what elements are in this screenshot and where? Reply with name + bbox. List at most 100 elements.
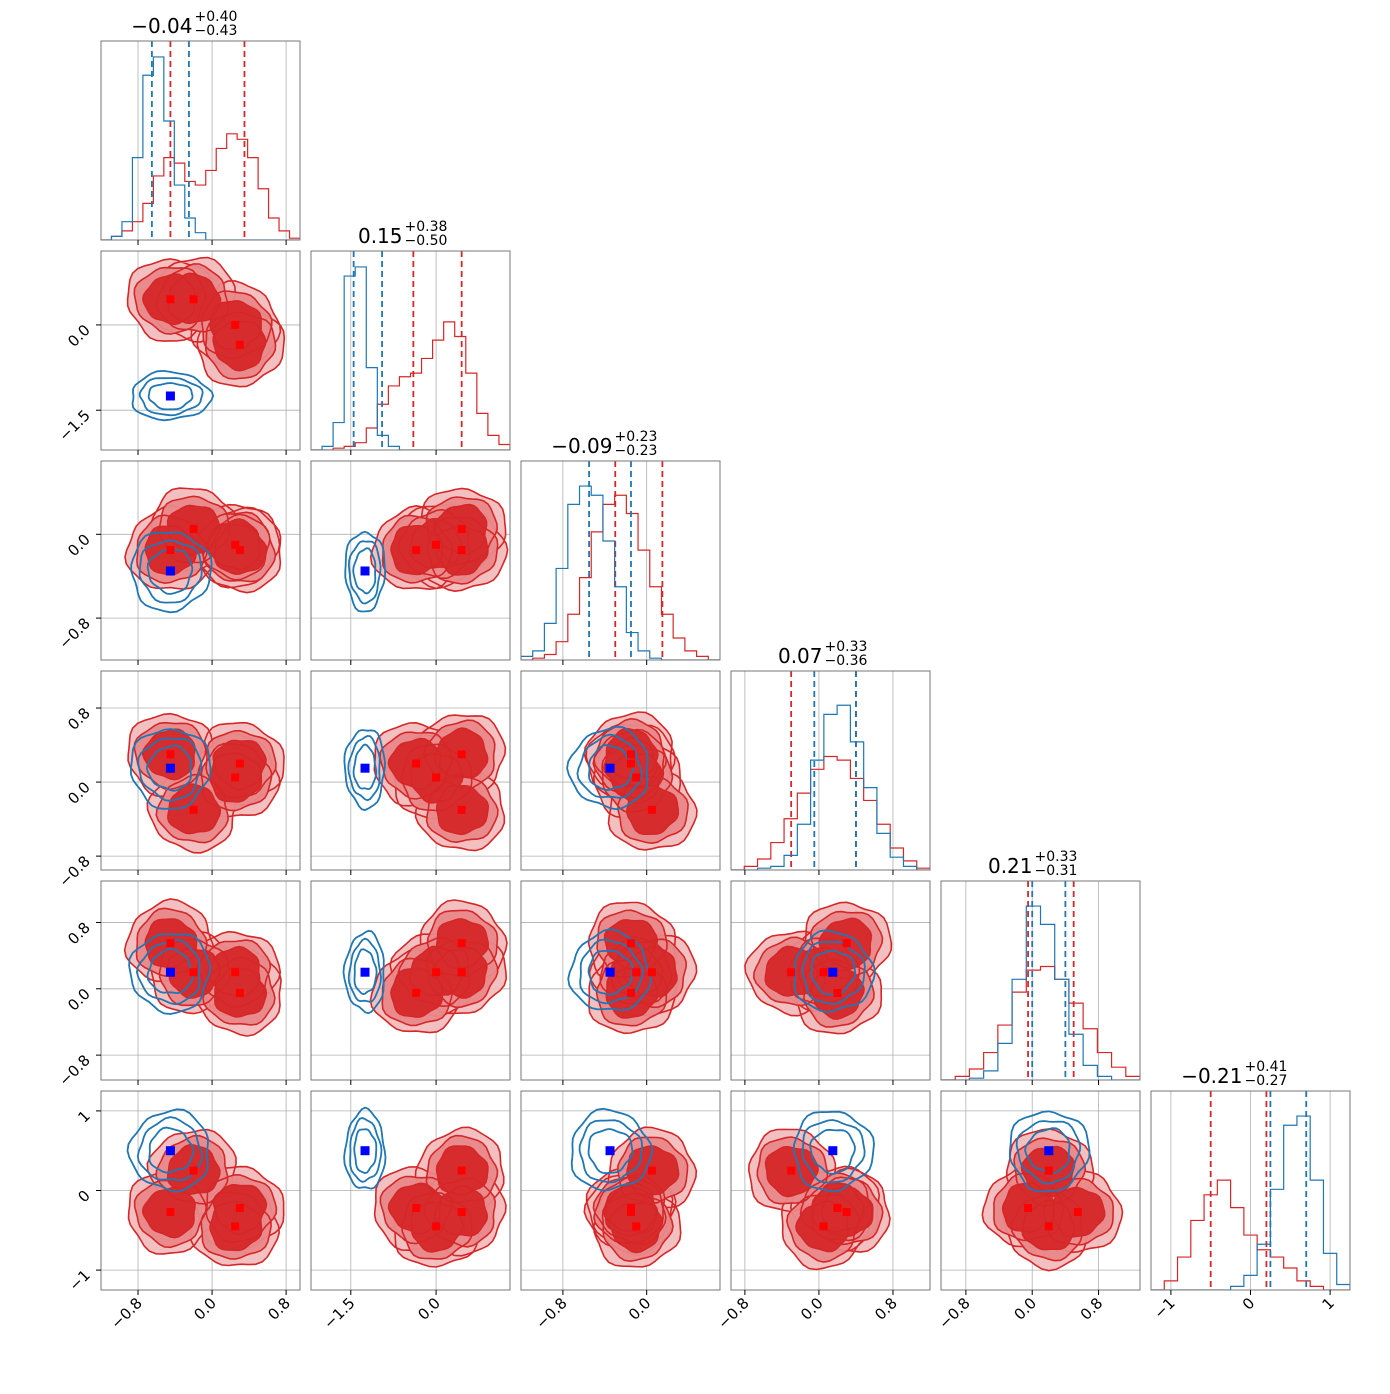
- x-tick-label: 0.8: [1077, 1294, 1107, 1324]
- red-density-level-2: [602, 1144, 680, 1254]
- blue-contour-2: [353, 1128, 378, 1175]
- blue-contour-2: [146, 947, 194, 995]
- red-mode-marker: [457, 525, 466, 534]
- panel-frame: [310, 880, 511, 1081]
- red-mode-marker: [457, 1166, 466, 1175]
- panel-content: [731, 671, 930, 870]
- title-plus: +0.41: [1245, 1059, 1288, 1075]
- red-mode-marker: [457, 939, 466, 948]
- panel-4-4: [940, 880, 1141, 1085]
- red-mode-marker: [647, 1166, 656, 1175]
- red-mode-marker: [1024, 1204, 1033, 1213]
- panel-frame: [520, 880, 721, 1081]
- red-mode-marker: [166, 546, 175, 555]
- panel-content: [101, 881, 300, 1080]
- title-plus: +0.40: [195, 9, 238, 25]
- panel-content: [941, 1091, 1140, 1290]
- blue-truth-marker: [360, 967, 370, 977]
- blue-truth-marker: [605, 967, 615, 977]
- panel-4-2: [520, 880, 721, 1085]
- y-tick-label: −0.8: [55, 614, 93, 652]
- red-mode-marker: [457, 968, 466, 977]
- red-mode-marker: [819, 1222, 828, 1231]
- x-tick-label: 1: [1318, 1294, 1337, 1313]
- y-tick-label: −0.8: [55, 852, 93, 890]
- panel-frame: [310, 460, 511, 661]
- panel-frame: [940, 880, 1141, 1081]
- red-mode-marker: [189, 968, 198, 977]
- title-median: −0.21: [1181, 1064, 1242, 1088]
- blue-contour-1: [136, 1116, 204, 1182]
- red-mode-marker: [231, 773, 240, 782]
- panel-content: [941, 881, 1140, 1080]
- histogram-red: [311, 321, 510, 450]
- panel-content: [521, 461, 720, 660]
- blue-contour-0: [793, 929, 877, 1014]
- red-mode-marker: [787, 968, 796, 977]
- title-median: 0.21: [988, 854, 1033, 878]
- panel-4-0: −0.8 0.0 0.8: [55, 880, 301, 1090]
- panel-0-0: [100, 40, 301, 245]
- histogram-red: [731, 755, 930, 870]
- y-tick-label: −1: [65, 1266, 93, 1294]
- x-tick-label: −0.8: [714, 1294, 752, 1332]
- panel-content: [101, 41, 300, 240]
- blue-truth-marker: [165, 763, 175, 773]
- panel-5-2: −0.8 0.0: [520, 1090, 721, 1333]
- y-tick-label: −0.8: [55, 1051, 93, 1089]
- red-mode-marker: [632, 773, 641, 782]
- blue-contour-2: [810, 949, 857, 996]
- panel-3-1: [310, 670, 511, 875]
- histogram-red: [1151, 1179, 1350, 1290]
- y-tick-label: 1: [74, 1107, 93, 1126]
- panel-1-1: [310, 250, 511, 455]
- red-mode-marker: [626, 759, 635, 768]
- panel-content: [101, 461, 300, 660]
- panel-frame: [310, 1090, 511, 1291]
- histogram-blue: [521, 485, 720, 660]
- blue-contour-1: [347, 937, 382, 1003]
- blue-contour-0: [792, 1110, 875, 1193]
- panel-frame: [100, 670, 301, 871]
- x-tick-label: 0.8: [264, 1294, 294, 1324]
- panel-4-1: [310, 880, 511, 1085]
- panel-frame: [100, 250, 301, 451]
- blue-contour-2: [148, 1126, 195, 1174]
- blue-contour-2: [145, 744, 193, 792]
- blue-contour-2: [352, 547, 377, 595]
- blue-contour-1: [138, 377, 204, 417]
- y-tick-label: −1.5: [55, 406, 93, 444]
- red-mode-marker: [235, 1204, 244, 1213]
- blue-contour-1: [347, 734, 381, 802]
- histogram-blue: [311, 266, 510, 450]
- red-mode-marker: [432, 968, 441, 977]
- red-mode-marker: [632, 968, 641, 977]
- red-mode-marker: [235, 988, 244, 997]
- panel-content: [101, 671, 300, 870]
- blue-truth-marker: [605, 763, 615, 773]
- blue-contour-2: [587, 1128, 634, 1175]
- red-mode-marker: [1073, 1207, 1082, 1216]
- red-mode-marker: [626, 988, 635, 997]
- red-mode-marker: [842, 1207, 851, 1216]
- blue-contour-1: [138, 539, 203, 604]
- blue-contour-2: [809, 1128, 856, 1175]
- y-tick-label: 0.0: [64, 530, 94, 560]
- title-minus: −0.36: [825, 653, 868, 669]
- panel-frame: [520, 1090, 721, 1291]
- blue-contour-0: [126, 1108, 209, 1193]
- blue-contour-0: [342, 929, 385, 1015]
- panel-2-2: [520, 460, 721, 665]
- blue-contour-2: [587, 744, 635, 792]
- red-density-level-2: [390, 503, 489, 576]
- x-tick-label: 0.0: [190, 1294, 220, 1324]
- panel-2-1: [310, 460, 511, 665]
- blue-contour-0: [128, 933, 212, 1015]
- panel-frame: [100, 40, 301, 241]
- red-mode-marker: [189, 525, 198, 534]
- red-mode-marker: [432, 540, 441, 549]
- panel-content: [311, 671, 510, 870]
- blue-contour-0: [343, 1106, 387, 1190]
